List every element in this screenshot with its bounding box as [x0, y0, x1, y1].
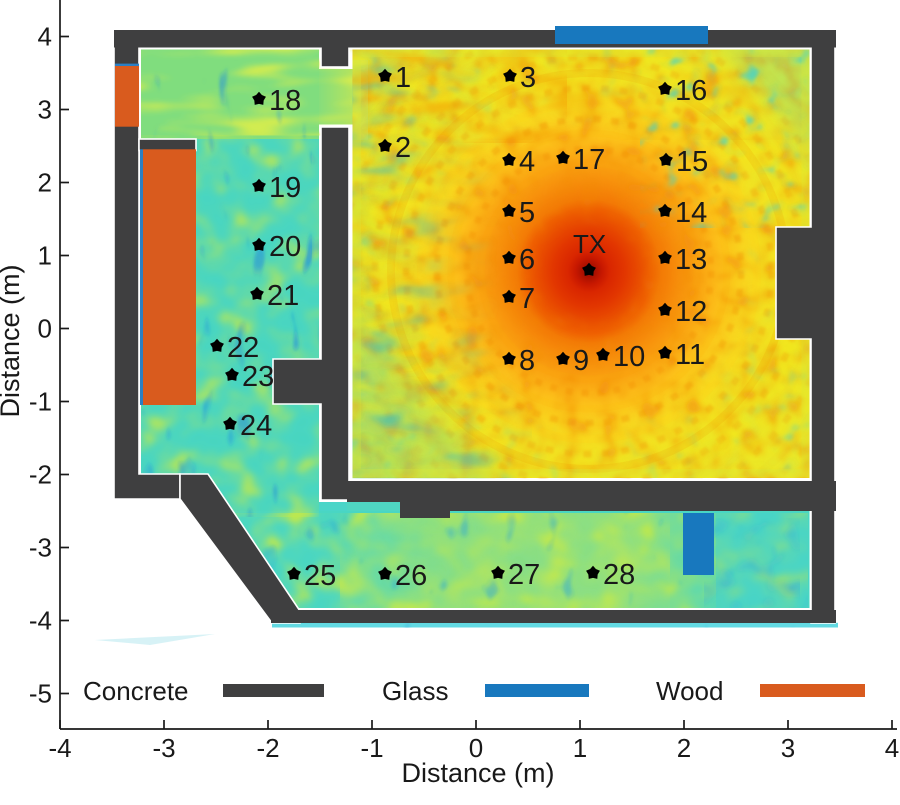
- svg-text:4: 4: [38, 22, 52, 52]
- svg-text:6: 6: [519, 244, 535, 276]
- svg-text:-5: -5: [29, 679, 52, 709]
- svg-text:16: 16: [675, 75, 707, 107]
- svg-text:2: 2: [38, 168, 52, 198]
- svg-text:-2: -2: [256, 733, 279, 763]
- svg-text:14: 14: [675, 197, 707, 229]
- svg-text:13: 13: [675, 244, 707, 276]
- svg-text:15: 15: [676, 146, 708, 178]
- svg-text:5: 5: [519, 197, 535, 229]
- svg-text:TX: TX: [573, 229, 606, 259]
- svg-text:Glass: Glass: [382, 676, 448, 706]
- svg-text:Distance (m): Distance (m): [0, 264, 25, 417]
- svg-text:17: 17: [573, 144, 605, 176]
- svg-text:3: 3: [781, 733, 795, 763]
- svg-text:19: 19: [269, 172, 301, 204]
- svg-text:8: 8: [519, 345, 535, 377]
- svg-text:27: 27: [508, 559, 540, 591]
- svg-text:24: 24: [240, 410, 272, 442]
- svg-text:1: 1: [395, 62, 411, 94]
- svg-text:9: 9: [573, 345, 589, 377]
- svg-text:10: 10: [613, 341, 645, 373]
- svg-text:4: 4: [885, 733, 899, 763]
- svg-text:-1: -1: [29, 387, 52, 417]
- svg-text:0: 0: [469, 733, 483, 763]
- svg-text:0: 0: [38, 314, 52, 344]
- svg-text:-4: -4: [29, 606, 52, 636]
- svg-text:3: 3: [38, 95, 52, 125]
- svg-text:21: 21: [267, 280, 299, 312]
- svg-text:Concrete: Concrete: [83, 676, 189, 706]
- svg-text:-3: -3: [29, 533, 52, 563]
- svg-text:1: 1: [573, 733, 587, 763]
- svg-text:-1: -1: [360, 733, 383, 763]
- svg-text:26: 26: [395, 560, 427, 592]
- svg-text:11: 11: [675, 339, 705, 371]
- svg-text:2: 2: [395, 132, 411, 164]
- svg-text:1: 1: [38, 241, 52, 271]
- svg-text:Wood: Wood: [656, 676, 723, 706]
- svg-text:18: 18: [269, 85, 301, 117]
- svg-text:12: 12: [675, 296, 707, 328]
- svg-text:25: 25: [304, 560, 336, 592]
- svg-text:-4: -4: [48, 733, 71, 763]
- svg-text:-2: -2: [29, 460, 52, 490]
- svg-text:28: 28: [603, 559, 635, 591]
- svg-text:2: 2: [677, 733, 691, 763]
- svg-text:3: 3: [520, 62, 536, 94]
- svg-text:22: 22: [227, 332, 259, 364]
- svg-text:-3: -3: [152, 733, 175, 763]
- svg-text:20: 20: [269, 231, 301, 263]
- svg-text:7: 7: [519, 283, 535, 315]
- svg-text:4: 4: [519, 146, 535, 178]
- svg-text:23: 23: [242, 361, 274, 393]
- svg-text:Distance (m): Distance (m): [401, 758, 554, 788]
